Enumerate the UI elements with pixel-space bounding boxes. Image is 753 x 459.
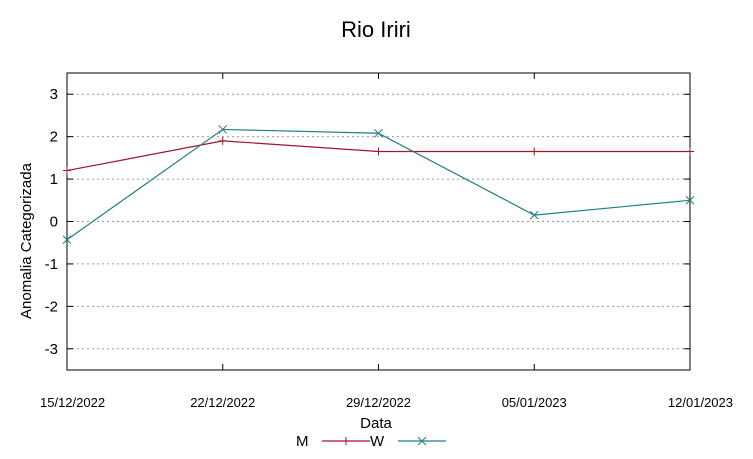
y-tick-label: 2 [50, 129, 58, 146]
legend-label-m: M [296, 433, 309, 450]
y-tick-label: 0 [50, 214, 58, 231]
grid-lines [67, 93, 690, 350]
y-tick-label: 3 [50, 86, 58, 103]
data-point-w [685, 195, 695, 205]
x-axis-label: Data [360, 415, 392, 432]
y-axis: -3 -2 -1 0 1 2 3 [45, 86, 690, 358]
legend-marker-w [417, 436, 427, 446]
series-line-w [66, 128, 691, 241]
x-axis: 15/12/2022 22/12/2022 29/12/2022 05/01/2023… [40, 73, 733, 410]
x-tick-label: 29/12/2022 [346, 395, 411, 410]
x-tick-label: 05/01/2023 [502, 395, 567, 410]
chart-title: Rio Iriri [341, 17, 411, 42]
data-point-m [686, 147, 694, 156]
data-point-m [530, 147, 539, 156]
x-tick-label: 15/12/2022 [40, 395, 105, 410]
y-tick-label: -1 [45, 256, 58, 273]
y-axis-label: Anomalia Categorizada [18, 162, 35, 319]
x-tick-label: 22/12/2022 [190, 395, 255, 410]
series-group [62, 125, 695, 245]
legend-marker-m [342, 437, 350, 445]
data-point-m [218, 136, 227, 145]
x-tick-label: 12/01/2023 [668, 395, 733, 410]
data-point-m [63, 166, 71, 175]
data-point-w [218, 125, 228, 134]
data-point-m [374, 147, 383, 156]
data-point-w [529, 210, 539, 220]
data-point-w [62, 235, 72, 245]
y-tick-label: -2 [45, 298, 58, 315]
y-tick-label: -3 [45, 341, 58, 358]
series-line-m [66, 140, 690, 172]
data-point-w [374, 128, 383, 138]
legend-label-w: W [370, 433, 385, 450]
y-tick-label: 1 [50, 171, 58, 188]
